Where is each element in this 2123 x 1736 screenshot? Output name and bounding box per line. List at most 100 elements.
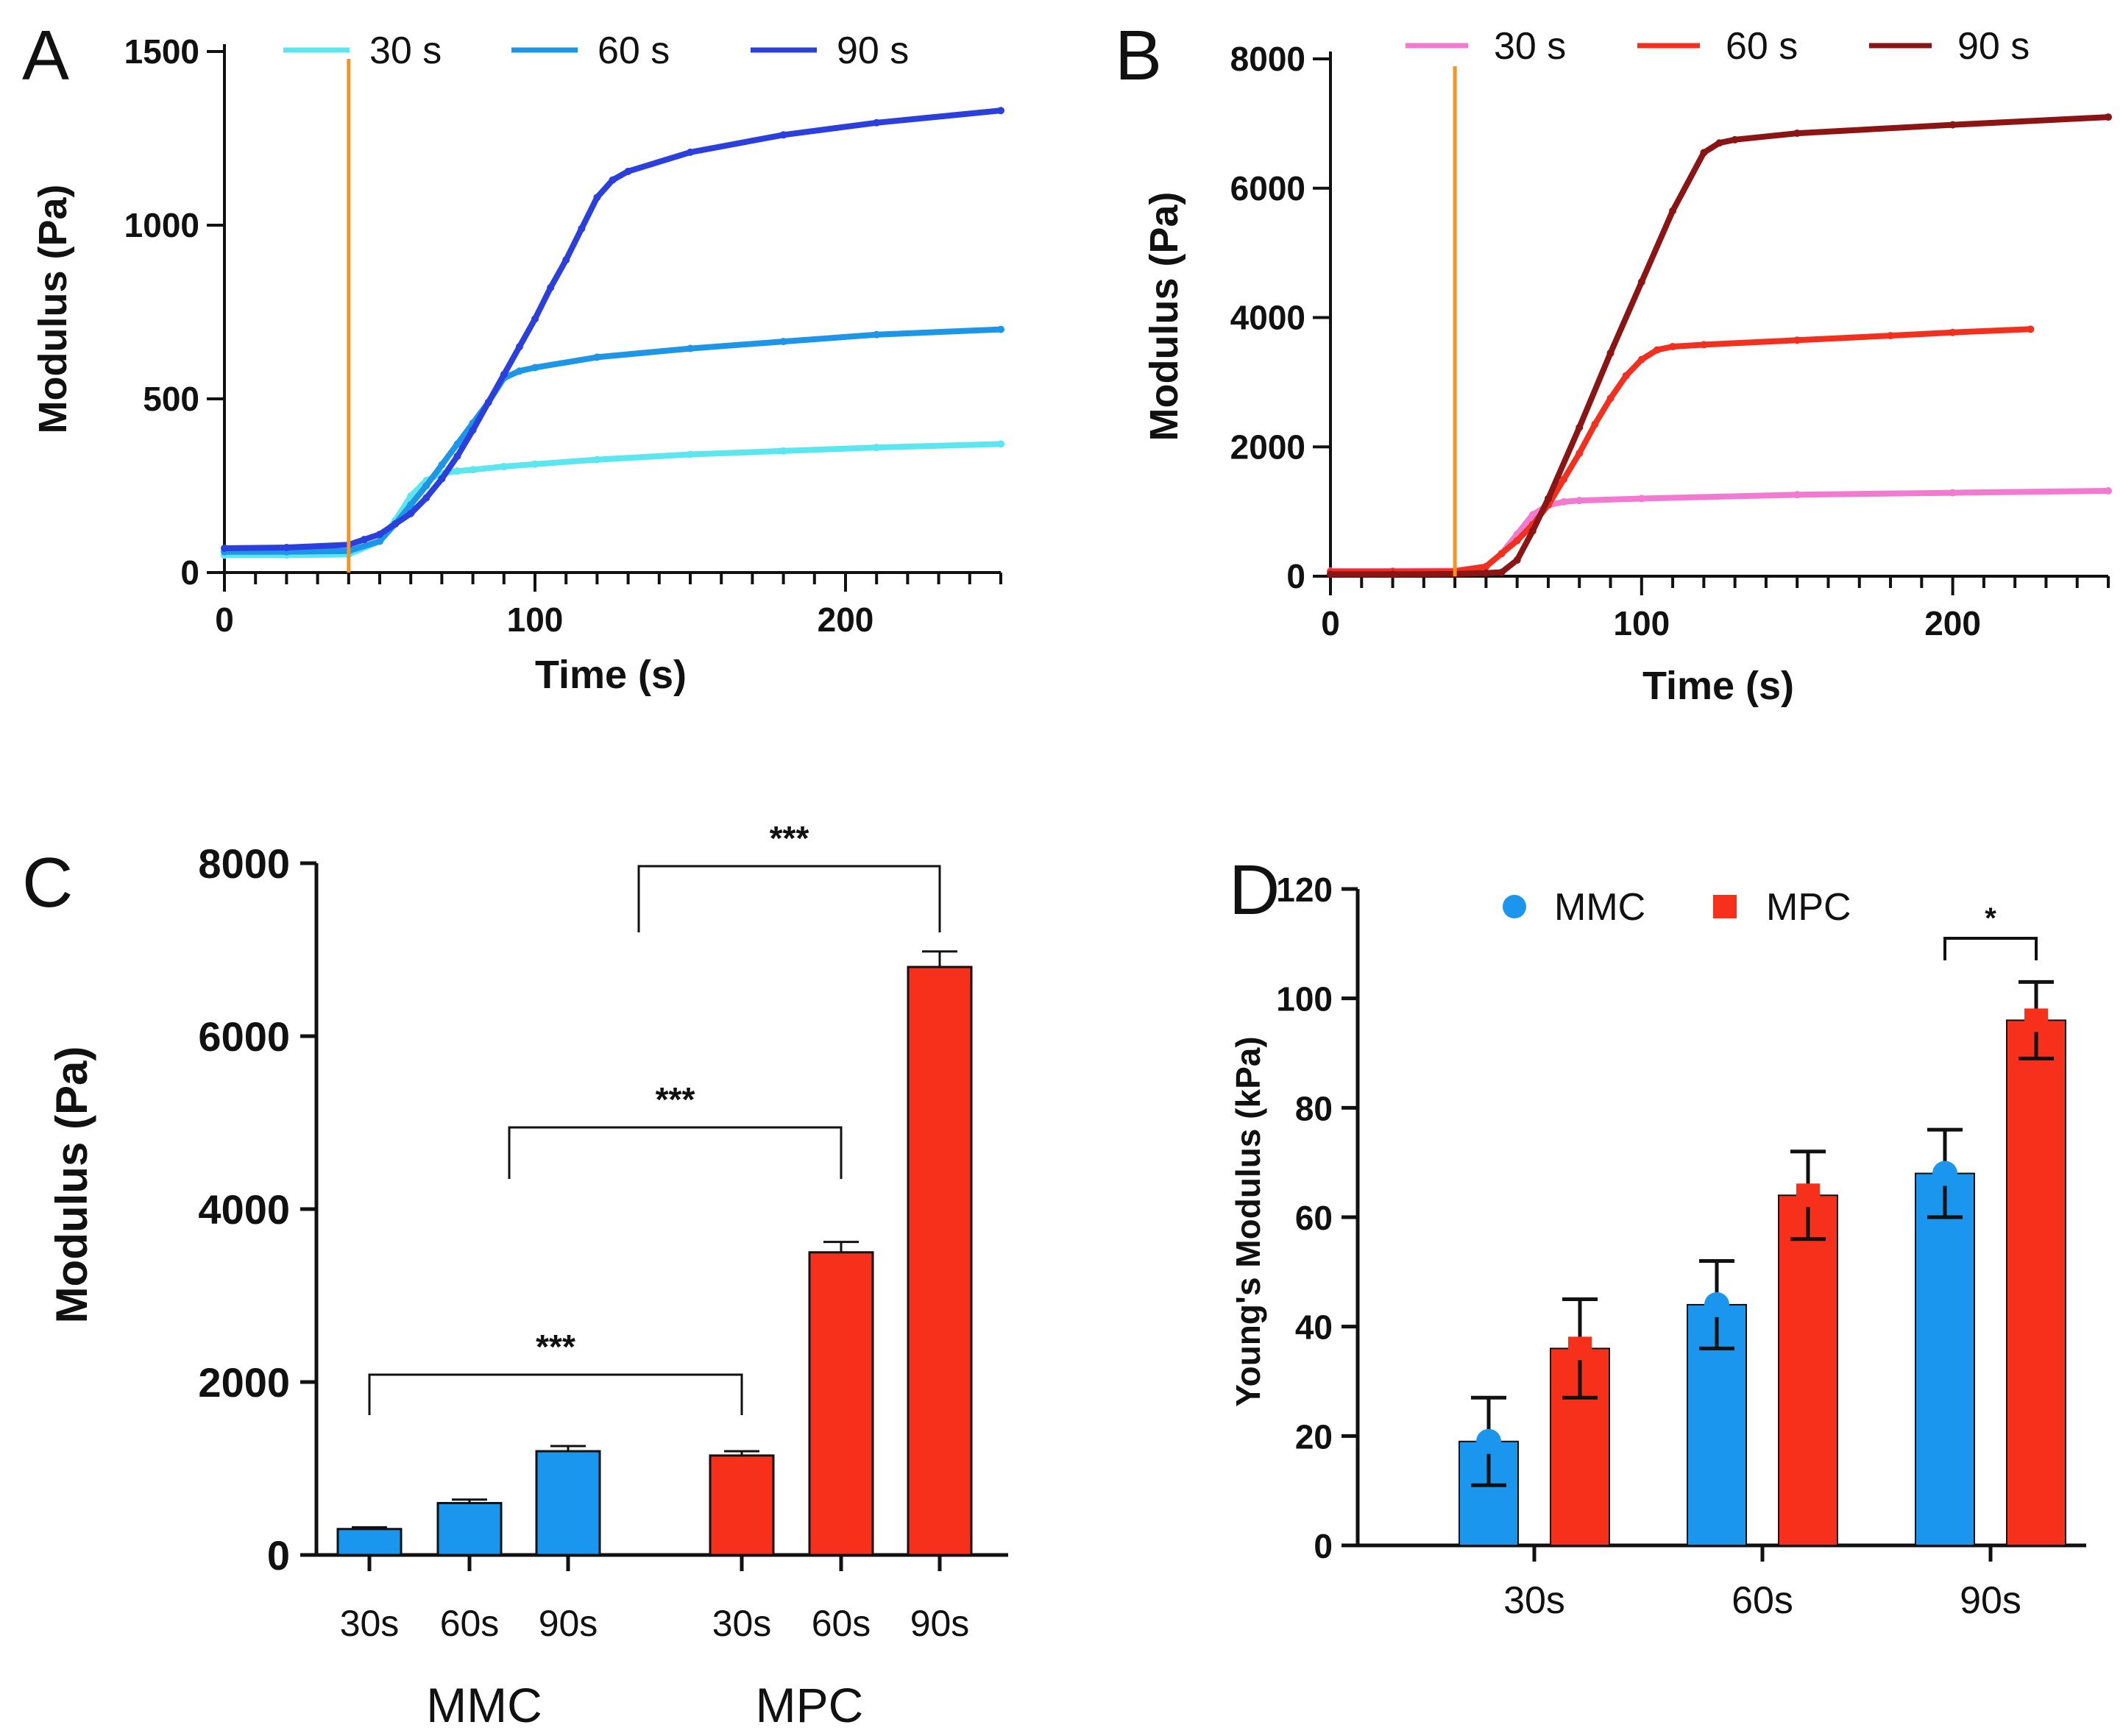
panel-b-series-point: [1637, 278, 1645, 286]
panel-c-significance-label: ***: [656, 1080, 695, 1119]
panel-b-series-line-1: [1328, 326, 2034, 575]
panel-d-point-mpc: [2024, 1008, 2048, 1032]
panel-d-y-axis-title: Young's Modulus (kPa): [1229, 1036, 1267, 1406]
panel-b-series-point: [1606, 394, 1615, 403]
panel-d-point-mmc: [1704, 1292, 1729, 1317]
panel-d-bar-mpc-60s: [1778, 1194, 1838, 1547]
panel-a-series-point: [453, 452, 461, 460]
panel-d-point-mpc: [1568, 1336, 1592, 1361]
panel-a-series-point: [283, 544, 291, 552]
panel-c-y-tick-label: 8000: [198, 840, 290, 887]
panel-a-x-tick-label: 0: [215, 600, 234, 639]
panel-b-series-point: [1389, 570, 1397, 578]
panel-a-legend-label-30s: 30 s: [369, 29, 442, 72]
panel-d-legend-marker-mmc: [1503, 895, 1526, 918]
panel-d-y-tick-label: 100: [1276, 980, 1333, 1018]
panel-a-series-point: [376, 537, 383, 545]
panel-c-bar-mmc-60s: [436, 1502, 503, 1556]
panel-c-bar-mmc-90s: [535, 1450, 601, 1556]
panel-a-series-point: [469, 426, 477, 434]
panel-b-y-axis-title: Modulus (Pa): [1142, 192, 1186, 442]
panel-c-x-tick-label: 60s: [440, 1603, 500, 1644]
panel-a-series-point: [453, 467, 461, 475]
panel-d-bar-mpc-90s: [2006, 1019, 2066, 1546]
panel-d-y-tick-label: 120: [1276, 871, 1333, 909]
panel-a-series-point: [422, 482, 430, 489]
panel-b-series-point: [1622, 372, 1630, 380]
panel-a-series-point: [779, 447, 787, 455]
panel-b-legend-label-90s: 90 s: [1957, 25, 2030, 68]
panel-a-y-tick-label: 1500: [124, 32, 199, 71]
panel-b-series-point: [1949, 489, 1957, 497]
panel-a-series-point: [515, 367, 523, 375]
panel-a-series-point: [873, 444, 881, 452]
panel-b-series-point: [1700, 341, 1708, 349]
panel-a-series-point: [687, 450, 694, 458]
panel-b-series-point: [1576, 450, 1584, 458]
panel-a-series-line-0: [221, 441, 1004, 559]
panel-d-point-mmc: [1932, 1161, 1957, 1186]
panel-c-letter: C: [22, 843, 73, 922]
panel-a-series-point: [997, 325, 1004, 333]
panel-d-legend: MMC MPC: [1503, 886, 1851, 929]
panel-b-letter: B: [1115, 16, 1162, 95]
panel-a-series-point: [997, 440, 1004, 448]
panel-a-y-tick-label: 500: [143, 380, 199, 418]
panel-c-significance-bracket: [368, 1373, 743, 1415]
panel-a-x-tick-label: 100: [507, 600, 564, 639]
panel-c-group-label-mmc: MMC: [426, 1678, 542, 1732]
panel-a-series-point: [531, 364, 539, 372]
panel-b-series-point: [1528, 527, 1537, 535]
panel-b-series-point: [1498, 550, 1506, 558]
panel-b-series-point: [1513, 556, 1521, 564]
panel-b-series-point: [1637, 495, 1645, 503]
panel-d-significance-bracket: [1943, 937, 2038, 960]
panel-d-legend-label-mmc: MMC: [1554, 886, 1645, 929]
panel-d-y-tick-label: 60: [1295, 1199, 1333, 1237]
panel-c-x-tick-label: 30s: [340, 1603, 400, 1644]
panel-b-series-point: [1560, 475, 1568, 483]
panel-d-y-tick-label: 0: [1314, 1527, 1333, 1565]
panel-c-x-tick-label: 90s: [539, 1603, 598, 1644]
panel-d: D 0 20 40 60 80 100 120 30s 60s 90s * Young's Modu…: [1229, 851, 2086, 1622]
panel-a-series-line-2: [221, 107, 1004, 551]
panel-d-x-tick-label: 90s: [1960, 1579, 2021, 1622]
panel-b-series-point: [1793, 491, 1801, 499]
panel-a-series-point: [469, 466, 477, 474]
panel-a-series-point: [562, 256, 570, 264]
panel-b-y-tick-label: 8000: [1230, 40, 1305, 78]
panel-b-x-tick-label: 0: [1321, 604, 1340, 642]
panel-a-y-tick-label: 1000: [124, 206, 199, 244]
panel-b-series-point: [1576, 497, 1584, 505]
panel-a-y-axis-title: Modulus (Pa): [31, 185, 75, 434]
panel-c-y-axis-title: Modulus (Pa): [47, 1046, 96, 1324]
panel-a-series-point: [531, 460, 539, 468]
panel-d-y-tick-label: 80: [1295, 1089, 1333, 1127]
panel-d-point-mpc: [1796, 1183, 1820, 1208]
panel-d-y-tick-label: 20: [1295, 1417, 1333, 1456]
panel-b-series-point: [1544, 495, 1552, 503]
panel-b-series-point: [1606, 349, 1615, 357]
panel-c-y-tick-label: 0: [267, 1532, 290, 1579]
panel-a-series-point: [515, 343, 523, 351]
panel-a-series-point: [687, 148, 694, 156]
panel-b-series-point: [1715, 139, 1723, 147]
panel-b-series-point: [1700, 149, 1708, 157]
panel-b-series-point: [1513, 536, 1521, 545]
panel-b-series-point: [1576, 423, 1584, 431]
panel-b-series-point: [1498, 568, 1506, 576]
panel-b-series-point: [1482, 569, 1490, 577]
panel-c-group-label-mpc: MPC: [756, 1678, 864, 1732]
panel-a-series-point: [531, 315, 539, 323]
panel-a-series-point: [687, 344, 694, 352]
panel-b-series-point: [1949, 121, 1957, 129]
panel-c-significance-bracket: [637, 865, 941, 932]
panel-a-series-point: [547, 283, 555, 291]
panel-a-series-point: [360, 536, 368, 544]
panel-b-series-point: [1591, 420, 1599, 428]
panel-c-significance-label: ***: [536, 1328, 575, 1366]
panel-d-legend-label-mpc: MPC: [1766, 886, 1851, 929]
panel-d-bar-mmc-90s: [1915, 1172, 1975, 1546]
panel-a-x-axis-title: Time (s): [535, 653, 687, 697]
